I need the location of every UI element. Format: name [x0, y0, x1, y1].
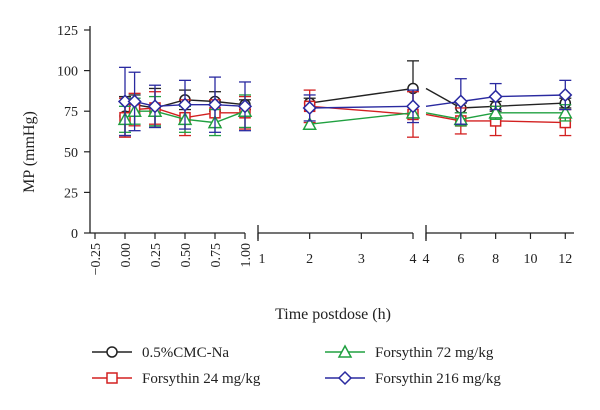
series-line: [309, 87, 414, 104]
legend-label: 0.5%CMC-Na: [142, 345, 229, 361]
x-tick-label: 12: [558, 252, 572, 267]
y-tick-label: 0: [71, 227, 78, 242]
x-tick-label: 0.75: [209, 243, 224, 268]
data-point: [405, 99, 421, 114]
x-tick-label: 0.50: [179, 243, 194, 268]
data-point: [207, 97, 223, 112]
series-line: [460, 112, 566, 120]
legend-item-3: Forsythin 72 mg/kg: [325, 344, 494, 361]
data-point: [558, 87, 573, 103]
legend-marker: [337, 370, 353, 386]
x-tick-label: 0.00: [119, 243, 134, 268]
legend-item-2: Forsythin 24 mg/kg: [92, 371, 261, 387]
series-line: [460, 102, 566, 109]
series-line: [425, 87, 462, 109]
series-line: [309, 112, 414, 125]
x-tick-label: 0.25: [149, 243, 164, 268]
data-point: [237, 99, 253, 114]
series-line: [309, 105, 414, 109]
legend-marker: [337, 344, 353, 358]
y-axis-title: MP (mmHg): [21, 111, 38, 193]
y-tick-label: 50: [64, 146, 78, 161]
data-point: [302, 116, 317, 130]
y-tick-label: 100: [57, 65, 78, 80]
data-point: [117, 94, 133, 109]
series-line: [425, 113, 461, 122]
data-point: [488, 105, 503, 119]
x-tick-label: −0.25: [89, 243, 104, 275]
series-line: [460, 120, 566, 124]
x-tick-label: 4: [410, 252, 417, 267]
legend-label: Forsythin 24 mg/kg: [142, 371, 261, 387]
data-point: [453, 94, 468, 109]
series-line: [460, 94, 566, 103]
x-tick-label: 8: [492, 252, 499, 267]
x-tick-label: 10: [523, 252, 537, 267]
y-tick-label: 125: [57, 24, 78, 39]
y-tick-label: 75: [64, 105, 78, 120]
series-layer: [117, 60, 573, 138]
data-point: [127, 94, 142, 109]
x-tick-label: 1: [259, 252, 266, 267]
data-point: [488, 89, 503, 104]
y-tick-label: 25: [64, 186, 78, 201]
series-line: [425, 112, 461, 121]
legend-marker: [106, 346, 118, 358]
x-tick-label: 1.00: [239, 243, 254, 268]
series-4: [117, 66, 573, 137]
data-point: [177, 97, 193, 112]
data-point: [147, 99, 163, 114]
x-tick-label: 6: [457, 252, 464, 267]
x-tick-label: 4: [423, 252, 430, 267]
data-point: [558, 105, 573, 119]
legend-marker: [106, 372, 118, 384]
legend-label: Forsythin 72 mg/kg: [375, 345, 494, 361]
legend-item-1: 0.5%CMC-Na: [92, 345, 229, 361]
data-point: [302, 100, 317, 116]
x-tick-label: 2: [306, 252, 313, 267]
legend: 0.5%CMC-Na Forsythin 24 mg/kg Forsythin 72…: [92, 344, 501, 387]
legend-label: Forsythin 216 mg/kg: [375, 371, 501, 387]
x-tick-label: 3: [358, 252, 365, 267]
x-axis-title: Time postdose (h): [275, 306, 391, 323]
legend-item-4: Forsythin 216 mg/kg: [325, 370, 501, 387]
